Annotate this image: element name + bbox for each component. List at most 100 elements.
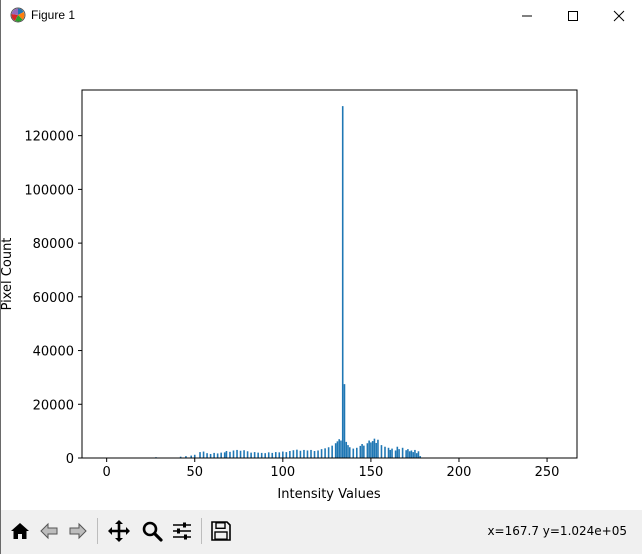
title-bar[interactable]: Figure 1 (1, 0, 642, 31)
histogram-bar (361, 444, 363, 458)
y-tick-label: 120000 (24, 130, 74, 145)
histogram-bar (185, 456, 187, 458)
histogram-bar (271, 452, 274, 458)
close-button[interactable] (596, 0, 642, 31)
histogram-bar (209, 453, 212, 458)
histogram-bar (289, 451, 291, 458)
histogram-bar (336, 441, 339, 458)
histogram-bar (343, 384, 346, 458)
histogram-bar (356, 447, 358, 458)
histogram-bar (250, 452, 252, 458)
histogram-bar (387, 447, 390, 458)
histogram-bar (303, 449, 305, 458)
histogram-bar (359, 445, 362, 458)
histogram-bar (331, 445, 333, 458)
histogram-bar (415, 453, 418, 458)
histogram-bar (317, 450, 319, 458)
histogram-bar (299, 450, 302, 458)
histogram-bar (327, 447, 330, 458)
histogram-bar (292, 450, 295, 458)
histogram-bar (396, 446, 399, 458)
minimize-button[interactable] (504, 0, 550, 31)
forward-icon (69, 522, 87, 539)
histogram-bar (414, 449, 416, 458)
histogram-bars (155, 106, 422, 459)
navigation-toolbar: x=167.7 y=1.024e+05 (1, 510, 642, 554)
histogram-bar (285, 452, 288, 458)
pan-button[interactable] (104, 516, 133, 545)
histogram-bar (410, 450, 413, 458)
histogram-bar (190, 455, 193, 458)
histogram-bar (401, 447, 404, 458)
configure-subplots-button[interactable] (167, 516, 196, 545)
histogram-bar (179, 456, 182, 458)
y-tick-label: 60000 (33, 291, 74, 306)
x-tick-label: 150 (358, 465, 383, 480)
histogram-bar (310, 449, 312, 458)
save-icon (210, 520, 231, 541)
histogram-bar (229, 451, 231, 458)
histogram-bar (368, 440, 370, 458)
histogram-bar (264, 453, 266, 458)
y-tick-label: 20000 (33, 398, 74, 413)
home-button[interactable] (5, 516, 34, 545)
histogram-bar (348, 447, 351, 458)
figure-canvas[interactable]: 0 50 100 150 200 250 0 20000 40000 60000 80000 100… (0, 31, 642, 510)
maximize-button[interactable] (550, 0, 596, 31)
histogram-bar (260, 452, 263, 458)
histogram-bar (394, 450, 397, 458)
histogram-bar (236, 449, 238, 458)
histogram-bar (232, 450, 235, 458)
histogram-bar (347, 445, 349, 458)
histogram-bar (267, 452, 270, 458)
x-tick-label: 200 (447, 465, 472, 480)
histogram-bar (282, 451, 284, 458)
axes-frame (81, 89, 578, 459)
close-icon (613, 10, 625, 21)
histogram-bar (340, 440, 342, 458)
histogram-bar (223, 452, 226, 458)
histogram-bar (253, 452, 256, 458)
forward-button[interactable] (63, 516, 92, 545)
histogram-bar (405, 450, 407, 458)
histogram-bar (341, 106, 344, 459)
histogram-bar (220, 452, 222, 458)
histogram-bar (306, 450, 309, 458)
home-icon (10, 522, 29, 539)
x-axis-ticks: 0 50 100 150 200 250 (103, 458, 559, 480)
histogram-bar (384, 446, 386, 458)
histogram-bar (324, 448, 326, 458)
histogram-bar (398, 449, 400, 458)
histogram-bar (370, 442, 372, 458)
x-tick-label: 100 (270, 465, 295, 480)
y-tick-label: 0 (66, 452, 74, 467)
histogram-bar (213, 452, 215, 458)
histogram-bar (274, 452, 277, 458)
histogram-chart: 0 50 100 150 200 250 0 20000 40000 60000 80000 100… (0, 89, 578, 502)
zoom-button[interactable] (137, 516, 166, 545)
save-button[interactable] (206, 516, 235, 545)
histogram-bar (202, 451, 205, 458)
maximize-icon (568, 10, 578, 21)
histogram-bar (352, 448, 355, 458)
histogram-bar (338, 439, 340, 458)
histogram-bar (373, 438, 376, 458)
zoom-icon (142, 521, 163, 542)
histogram-bar (371, 441, 374, 458)
histogram-bar (296, 449, 298, 458)
histogram-bar (216, 453, 219, 458)
histogram-bar (206, 453, 208, 458)
back-button[interactable] (34, 516, 63, 545)
histogram-bar (391, 448, 393, 458)
histogram-bar (363, 445, 365, 458)
histogram-bar (380, 445, 383, 458)
minimize-icon (522, 15, 532, 16)
matplotlib-app-icon (10, 7, 26, 23)
histogram-bar (239, 450, 242, 458)
histogram-bar (389, 449, 392, 458)
histogram-bar (313, 451, 316, 458)
pan-icon (107, 519, 130, 542)
histogram-bar (377, 439, 379, 458)
histogram-bar (419, 456, 422, 458)
